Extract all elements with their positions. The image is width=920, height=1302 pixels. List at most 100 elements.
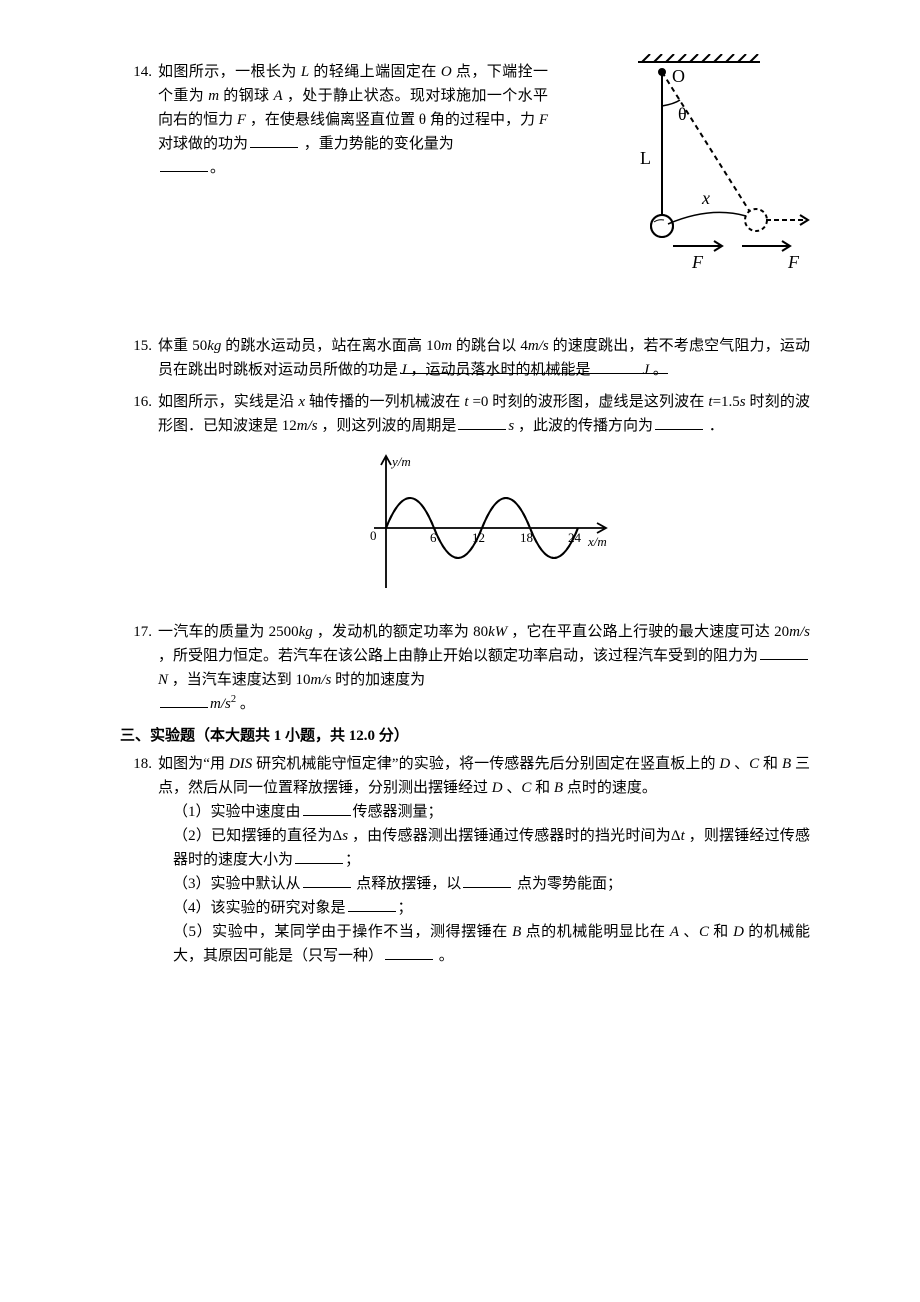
question-16: 16. 如图所示，实线是沿 x 轴传播的一列机械波在 t =0 时刻的波形图，虚… [120,390,810,612]
t: ，此波的传播方向为 [518,418,653,434]
q18-sub5: （5）实验中，某同学由于操作不当，测得摆锤在 B 点的机械能明显比在 A 、C … [158,920,810,968]
t: 、 [734,756,749,772]
t: 研究机械能守恒定律”的实验，将一传感器先后分别固定在竖直板上的 [256,756,719,772]
t: 点为零势能面； [517,876,622,892]
q14-number: 14. [120,60,158,84]
label-L: L [640,148,651,168]
t: ，运动员落水时的机械能是 [410,362,590,378]
t: ，它在平直公路上行驶的最大速度可达 20 [511,624,789,640]
sym-x: x [298,394,305,410]
blank [348,896,396,912]
t: （4）该实验的研究对象是 [173,900,346,916]
ylabel: y/m [390,454,411,469]
label-x: x [701,188,710,208]
q15-number: 15. [120,334,158,358]
t: 、 [683,924,699,940]
blank [760,644,808,660]
u: m/s [789,624,810,640]
t: 对球做的功为 [158,136,248,152]
u: m [441,338,452,354]
t: 和 [713,924,733,940]
sym-B: B [554,780,563,796]
section-3-header: 三、实验题（本大题共 1 小题，共 12.0 分） [120,724,810,748]
t: 。 [210,160,225,176]
t: 。 [240,696,255,712]
t: 点时的速度。 [567,780,657,796]
sym-s: s [342,828,348,844]
blank: J ，运动员落水时的机械能是J 。 [400,358,668,374]
xtick: 12 [472,530,485,545]
t: ，在使悬线偏离竖直位置 θ 角的过程中，力 [250,112,539,128]
wave-chart: 0 6 12 18 24 x/m y/m [344,448,624,598]
u: N [158,672,168,688]
t: （2）已知摆锤的直径为Δ [173,828,342,844]
t: 的跳台以 4 [456,338,528,354]
q15-body: 体重 50kg 的跳水运动员，站在离水面高 10m 的跳台以 4m/s 的速度跳… [158,334,810,382]
blank [303,872,351,888]
t: 和 [535,780,554,796]
q16-body: 如图所示，实线是沿 x 轴传播的一列机械波在 t =0 时刻的波形图，虚线是这列… [158,390,810,612]
blank [295,848,343,864]
xtick: 6 [430,530,437,545]
t: 的钢球 [223,88,273,104]
t: 点的机械能明显比在 [526,924,670,940]
t: ； [398,900,413,916]
blank [250,132,298,148]
t: （5）实验中，某同学由于操作不当，测得摆锤在 [173,924,512,940]
u: kg [207,338,221,354]
u: m/s [528,338,549,354]
t: 如图所示，一根长为 [158,64,301,80]
u: J [642,362,649,378]
label-F2: F [787,252,800,272]
sym-A: A [670,924,679,940]
blank [160,156,208,172]
q18-sub1: （1）实验中速度由 传感器测量； [158,800,810,824]
q14-text: 如图所示，一根长为 L 的轻绳上端固定在 O 点，下端拴一个重为 m 的钢球 A… [158,60,548,180]
t: 传感器测量； [353,804,443,820]
sym-DIS: DIS [229,756,252,772]
q18-sub2: （2）已知摆锤的直径为Δs ，由传感器测出摆锤通过传感器时的挡光时间为Δt ，则… [158,824,810,872]
t: 体重 50 [158,338,207,354]
xlabel: x/m [587,534,607,549]
sym-t: t [464,394,468,410]
t: ，重力势能的变化量为 [304,136,454,152]
question-14: 14. [120,60,810,274]
sym-F: F [237,112,246,128]
u: kg [299,624,313,640]
q18-number: 18. [120,752,158,776]
blank [160,692,208,708]
blank [385,944,433,960]
t: 时的加速度为 [335,672,425,688]
t: ，则这列波的周期是 [321,418,456,434]
t: =0 时刻的波形图，虚线是这列波在 [472,394,704,410]
sym-C: C [699,924,709,940]
origin-label: 0 [370,528,377,543]
page: 14. [0,0,920,1302]
t: 如图所示，实线是沿 [158,394,298,410]
sup: 2 [231,694,236,705]
t: 如图为“用 [158,756,229,772]
q18-body: 如图为“用 DIS 研究机械能守恒定律”的实验，将一传感器先后分别固定在竖直板上… [158,752,810,968]
sym-B: B [782,756,791,772]
pendulum-figure: O θ L x F F [620,54,810,274]
t: ，发动机的额定功率为 80 [317,624,488,640]
t: ； [345,852,360,868]
t: （1）实验中速度由 [173,804,301,820]
question-15: 15. 体重 50kg 的跳水运动员，站在离水面高 10m 的跳台以 4m/s … [120,334,810,382]
label-theta: θ [678,104,687,124]
u: m/s [297,418,318,434]
u: s [740,394,746,410]
u: kW [488,624,507,640]
q17-number: 17. [120,620,158,644]
sym-D: D [719,756,730,772]
q17-body: 一汽车的质量为 2500kg ，发动机的额定功率为 80kW ，它在平直公路上行… [158,620,810,716]
t: =1.5 [713,394,740,410]
sym-L: L [301,64,309,80]
t: 。 [439,948,454,964]
u: J [400,362,407,378]
sym-D: D [733,924,744,940]
blank [303,800,351,816]
q14-body: O θ L x F F 如图所示，一根长为 L 的轻绳上端固定在 O 点，下端拴… [158,60,810,274]
t: 的跳水运动员，站在离水面高 10 [225,338,441,354]
sym-O: O [441,64,452,80]
